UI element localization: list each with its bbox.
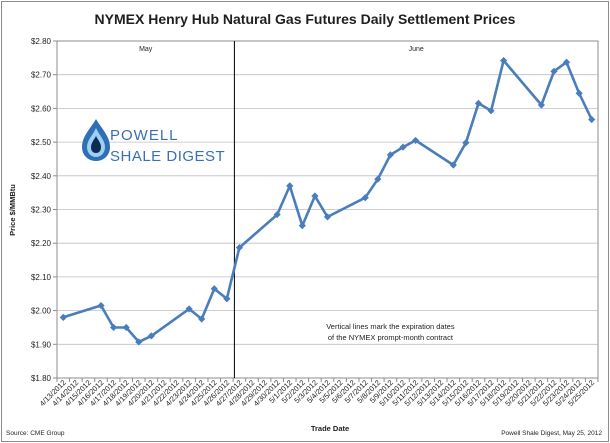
chart-title: NYMEX Henry Hub Natural Gas Futures Dail… (95, 11, 516, 27)
y-tick-label: $2.40 (31, 172, 52, 181)
annotation-line: of the NYMEX prompt-month contract (328, 333, 454, 342)
data-point (135, 338, 143, 346)
data-point (411, 136, 420, 145)
x-axis: 4/13/20124/14/20124/15/20124/16/20124/17… (38, 378, 599, 408)
data-point (59, 313, 67, 321)
y-tick-label: $2.30 (31, 206, 52, 215)
data-point (374, 175, 382, 183)
y-tick-label: $2.10 (31, 273, 52, 282)
credit-note: Powell Shale Digest, May 25, 2012 (501, 430, 602, 437)
y-tick-label: $2.60 (31, 104, 52, 113)
y-tick-label: $2.80 (31, 37, 52, 46)
data-point (323, 213, 332, 221)
y-tick-label: $2.50 (31, 138, 52, 147)
annotation: Vertical lines mark the expiration dates… (326, 322, 455, 342)
data-point (286, 182, 294, 190)
data-point (110, 323, 118, 332)
data-point (97, 301, 105, 310)
contract-month-label: June (409, 46, 424, 53)
x-axis-label: Trade Date (311, 424, 349, 433)
data-point (562, 58, 571, 66)
data-point (223, 295, 231, 303)
data-point (210, 285, 218, 293)
data-point (198, 315, 206, 323)
data-point (487, 107, 495, 115)
data-point (235, 243, 244, 252)
y-tick-label: $2.70 (31, 71, 52, 80)
data-point (449, 161, 457, 169)
series-layer (59, 56, 596, 346)
data-point (298, 222, 306, 230)
data-point (185, 305, 193, 313)
data-point (537, 101, 545, 109)
data-point (311, 192, 319, 200)
powell-shale-digest-logo: POWELL SHALE DIGEST (82, 119, 225, 165)
data-point (550, 67, 558, 75)
data-point (474, 99, 483, 107)
expiration-lines: May June (139, 41, 424, 378)
data-point (122, 323, 130, 332)
y-tick-label: $2.00 (31, 307, 52, 316)
gridlines (57, 74, 598, 345)
y-tick-label: $2.20 (31, 239, 52, 248)
y-tick-label: $1.90 (31, 340, 52, 349)
data-point (575, 89, 583, 97)
data-point (273, 210, 281, 219)
data-point (500, 56, 508, 65)
logo-line-1: POWELL (110, 127, 179, 144)
y-axis: $1.80 $1.90 $2.00 $2.10 $2.20 $2.30 $2.40 $2.50… (31, 37, 57, 383)
data-point (588, 115, 596, 124)
y-axis-label: Price $/MMBtu (8, 184, 17, 236)
data-point (147, 332, 155, 340)
y-tick-label: $1.80 (31, 374, 52, 383)
data-point (361, 194, 369, 202)
data-point (462, 139, 470, 147)
data-point (399, 143, 407, 151)
flame-drop-icon (82, 119, 110, 161)
data-point (386, 151, 395, 159)
annotation-line: Vertical lines mark the expiration dates (326, 322, 455, 331)
contract-month-label: May (139, 46, 153, 53)
logo-line-2: SHALE DIGEST (110, 148, 225, 165)
source-note: Source: CME Group (6, 430, 65, 437)
